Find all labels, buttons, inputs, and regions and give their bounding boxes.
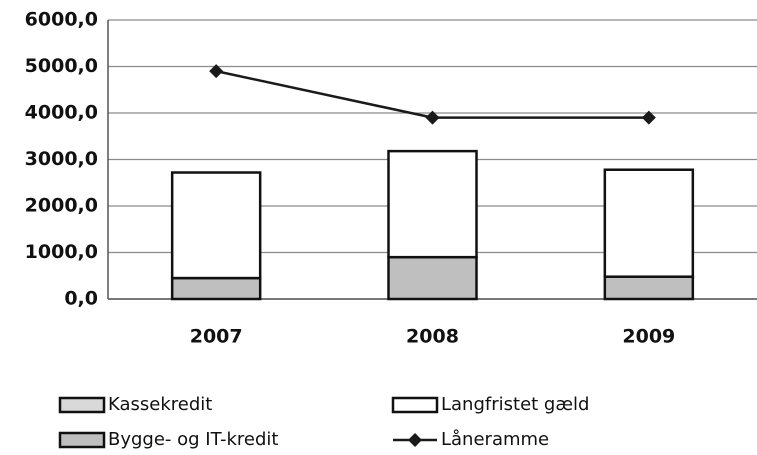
- y-tick-label: 3000,0: [25, 148, 98, 170]
- line-marker: [425, 110, 440, 125]
- bar-segment: [387, 255, 478, 301]
- y-tick-label: 1000,0: [25, 241, 98, 263]
- legend-marker: [408, 433, 422, 447]
- line-marker: [641, 110, 656, 125]
- legend-label: Låneramme: [441, 429, 549, 450]
- bar-segment: [170, 276, 262, 301]
- y-tick-label: 5000,0: [25, 55, 98, 77]
- bar-segment: [170, 171, 262, 280]
- legend-swatch: [58, 431, 106, 449]
- bar-segment: [387, 149, 478, 259]
- y-tick-label: 2000,0: [25, 195, 98, 217]
- x-tick-label: 2007: [190, 326, 243, 348]
- legend-label: Bygge- og IT-kredit: [108, 429, 278, 450]
- line-marker: [209, 64, 224, 79]
- y-tick-label: 4000,0: [25, 102, 98, 124]
- y-tick-label: 0,0: [64, 288, 98, 310]
- legend-swatch: [58, 396, 106, 414]
- y-tick-label: 6000,0: [25, 9, 98, 31]
- x-tick-label: 2008: [406, 326, 459, 348]
- bar-segment: [603, 275, 695, 301]
- legend-label: Kassekredit: [108, 394, 212, 415]
- bar-segment: [603, 168, 695, 278]
- x-tick-label: 2009: [622, 326, 675, 348]
- legend-label: Langfristet gæld: [441, 394, 589, 415]
- legend-swatch: [391, 396, 439, 414]
